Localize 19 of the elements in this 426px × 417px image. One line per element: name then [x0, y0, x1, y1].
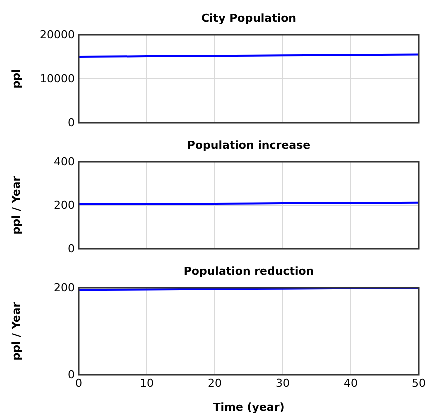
y-tick-label: 0 [68, 242, 75, 256]
y-tick-label: 200 [54, 282, 75, 295]
x-tick-label: 40 [344, 376, 358, 390]
x-tick-label: 10 [140, 376, 154, 390]
chart-title: Population reduction [184, 265, 314, 278]
x-axis-title: Time (year) [213, 401, 285, 414]
x-tick-label: 50 [412, 376, 426, 390]
y-axis-title: ppl / Year [10, 302, 23, 361]
y-tick-label: 20000 [40, 28, 75, 42]
y-axis-title: ppl / Year [10, 176, 23, 235]
y-tick-label: 400 [54, 156, 75, 169]
chart-title: Population increase [187, 139, 311, 152]
x-tick-label: 30 [276, 376, 290, 390]
y-axis-title: ppl [10, 69, 23, 89]
x-tick-label: 20 [208, 376, 222, 390]
chart-title: City Population [201, 12, 297, 25]
y-tick-label: 10000 [40, 72, 75, 86]
y-tick-label: 200 [54, 199, 75, 212]
y-tick-label: 0 [68, 116, 75, 130]
